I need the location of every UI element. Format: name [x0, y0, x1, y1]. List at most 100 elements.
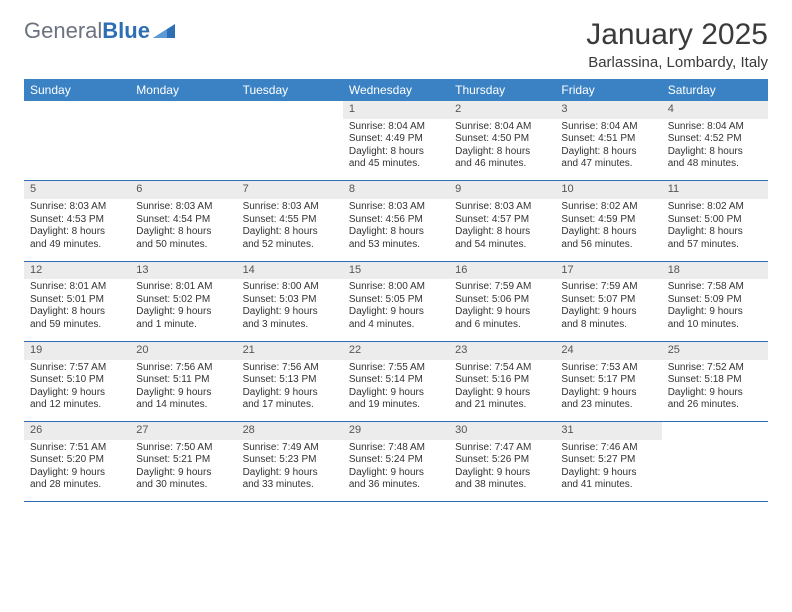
- daylight-line2: and 52 minutes.: [243, 239, 337, 252]
- sunrise-text: Sunrise: 7:55 AM: [349, 362, 443, 375]
- daylight-line1: Daylight: 9 hours: [455, 306, 549, 319]
- sunrise-text: Sunrise: 7:58 AM: [668, 281, 762, 294]
- daylight-line1: Daylight: 9 hours: [668, 306, 762, 319]
- day-number-cell: 14: [237, 261, 343, 279]
- day-number-cell: 28: [237, 422, 343, 440]
- sunset-text: Sunset: 5:01 PM: [30, 294, 124, 307]
- daylight-line2: and 6 minutes.: [455, 319, 549, 332]
- sunrise-text: Sunrise: 8:04 AM: [455, 121, 549, 134]
- day-detail-cell: Sunrise: 8:01 AMSunset: 5:01 PMDaylight:…: [24, 279, 130, 341]
- sunrise-text: Sunrise: 8:03 AM: [349, 201, 443, 214]
- daylight-line1: Daylight: 8 hours: [30, 226, 124, 239]
- daylight-line2: and 23 minutes.: [561, 399, 655, 412]
- day-detail-cell: Sunrise: 7:50 AMSunset: 5:21 PMDaylight:…: [130, 440, 236, 502]
- daylight-line2: and 30 minutes.: [136, 479, 230, 492]
- daylight-line2: and 47 minutes.: [561, 158, 655, 171]
- daylight-line2: and 53 minutes.: [349, 239, 443, 252]
- day-detail-cell: [662, 440, 768, 502]
- daylight-line1: Daylight: 9 hours: [136, 387, 230, 400]
- daylight-line1: Daylight: 9 hours: [455, 387, 549, 400]
- day-header-row: SundayMondayTuesdayWednesdayThursdayFrid…: [24, 79, 768, 101]
- daylight-line2: and 49 minutes.: [30, 239, 124, 252]
- day-number-cell: [24, 101, 130, 119]
- day-number-cell: 26: [24, 422, 130, 440]
- daylight-line2: and 14 minutes.: [136, 399, 230, 412]
- sunset-text: Sunset: 5:03 PM: [243, 294, 337, 307]
- week-daynum-row: 567891011: [24, 181, 768, 199]
- day-number-cell: 20: [130, 341, 236, 359]
- day-detail-cell: Sunrise: 7:56 AMSunset: 5:13 PMDaylight:…: [237, 360, 343, 422]
- daylight-line2: and 46 minutes.: [455, 158, 549, 171]
- day-number-cell: 5: [24, 181, 130, 199]
- day-detail-cell: Sunrise: 7:46 AMSunset: 5:27 PMDaylight:…: [555, 440, 661, 502]
- sunrise-text: Sunrise: 8:03 AM: [30, 201, 124, 214]
- daylight-line2: and 45 minutes.: [349, 158, 443, 171]
- daylight-line1: Daylight: 9 hours: [243, 306, 337, 319]
- sunrise-text: Sunrise: 8:03 AM: [136, 201, 230, 214]
- sunset-text: Sunset: 4:59 PM: [561, 214, 655, 227]
- daylight-line1: Daylight: 8 hours: [561, 226, 655, 239]
- day-detail-cell: Sunrise: 8:04 AMSunset: 4:52 PMDaylight:…: [662, 119, 768, 181]
- day-number-cell: 24: [555, 341, 661, 359]
- daylight-line1: Daylight: 9 hours: [243, 387, 337, 400]
- daylight-line2: and 4 minutes.: [349, 319, 443, 332]
- daylight-line1: Daylight: 8 hours: [349, 226, 443, 239]
- day-number-cell: 2: [449, 101, 555, 119]
- day-number-cell: 3: [555, 101, 661, 119]
- day-detail-cell: Sunrise: 7:54 AMSunset: 5:16 PMDaylight:…: [449, 360, 555, 422]
- sunrise-text: Sunrise: 7:53 AM: [561, 362, 655, 375]
- day-number-cell: 30: [449, 422, 555, 440]
- sunset-text: Sunset: 5:11 PM: [136, 374, 230, 387]
- sunset-text: Sunset: 5:07 PM: [561, 294, 655, 307]
- day-number-cell: 6: [130, 181, 236, 199]
- day-detail-cell: Sunrise: 8:00 AMSunset: 5:05 PMDaylight:…: [343, 279, 449, 341]
- day-number-cell: 15: [343, 261, 449, 279]
- sunrise-text: Sunrise: 7:59 AM: [455, 281, 549, 294]
- daylight-line2: and 17 minutes.: [243, 399, 337, 412]
- logo-word-2: Blue: [102, 18, 150, 43]
- daylight-line1: Daylight: 9 hours: [349, 306, 443, 319]
- sunrise-text: Sunrise: 7:59 AM: [561, 281, 655, 294]
- day-detail-cell: Sunrise: 7:57 AMSunset: 5:10 PMDaylight:…: [24, 360, 130, 422]
- daylight-line2: and 41 minutes.: [561, 479, 655, 492]
- sunset-text: Sunset: 4:55 PM: [243, 214, 337, 227]
- week-detail-row: Sunrise: 8:04 AMSunset: 4:49 PMDaylight:…: [24, 119, 768, 181]
- week-daynum-row: 262728293031: [24, 422, 768, 440]
- sunrise-text: Sunrise: 8:00 AM: [243, 281, 337, 294]
- daylight-line1: Daylight: 9 hours: [30, 467, 124, 480]
- sunrise-text: Sunrise: 8:00 AM: [349, 281, 443, 294]
- day-detail-cell: Sunrise: 8:04 AMSunset: 4:50 PMDaylight:…: [449, 119, 555, 181]
- sunrise-text: Sunrise: 8:04 AM: [561, 121, 655, 134]
- day-detail-cell: Sunrise: 7:58 AMSunset: 5:09 PMDaylight:…: [662, 279, 768, 341]
- day-detail-cell: Sunrise: 7:49 AMSunset: 5:23 PMDaylight:…: [237, 440, 343, 502]
- day-detail-cell: Sunrise: 8:04 AMSunset: 4:51 PMDaylight:…: [555, 119, 661, 181]
- week-detail-row: Sunrise: 8:03 AMSunset: 4:53 PMDaylight:…: [24, 199, 768, 261]
- sunset-text: Sunset: 5:06 PM: [455, 294, 549, 307]
- daylight-line1: Daylight: 9 hours: [349, 467, 443, 480]
- daylight-line2: and 1 minute.: [136, 319, 230, 332]
- daylight-line2: and 33 minutes.: [243, 479, 337, 492]
- location: Barlassina, Lombardy, Italy: [586, 54, 768, 71]
- daylight-line1: Daylight: 9 hours: [349, 387, 443, 400]
- daylight-line2: and 36 minutes.: [349, 479, 443, 492]
- daylight-line1: Daylight: 9 hours: [243, 467, 337, 480]
- day-detail-cell: [24, 119, 130, 181]
- daylight-line2: and 10 minutes.: [668, 319, 762, 332]
- day-number-cell: 25: [662, 341, 768, 359]
- day-detail-cell: Sunrise: 8:03 AMSunset: 4:55 PMDaylight:…: [237, 199, 343, 261]
- sunset-text: Sunset: 5:13 PM: [243, 374, 337, 387]
- sunset-text: Sunset: 5:02 PM: [136, 294, 230, 307]
- sunset-text: Sunset: 5:05 PM: [349, 294, 443, 307]
- sunrise-text: Sunrise: 7:56 AM: [243, 362, 337, 375]
- day-detail-cell: Sunrise: 8:04 AMSunset: 4:49 PMDaylight:…: [343, 119, 449, 181]
- sunset-text: Sunset: 5:24 PM: [349, 454, 443, 467]
- daylight-line2: and 48 minutes.: [668, 158, 762, 171]
- sunrise-text: Sunrise: 7:47 AM: [455, 442, 549, 455]
- daylight-line1: Daylight: 8 hours: [349, 146, 443, 159]
- month-title: January 2025: [586, 18, 768, 52]
- week-detail-row: Sunrise: 7:51 AMSunset: 5:20 PMDaylight:…: [24, 440, 768, 502]
- sunrise-text: Sunrise: 7:52 AM: [668, 362, 762, 375]
- daylight-line1: Daylight: 8 hours: [668, 146, 762, 159]
- day-number-cell: [130, 101, 236, 119]
- day-number-cell: 17: [555, 261, 661, 279]
